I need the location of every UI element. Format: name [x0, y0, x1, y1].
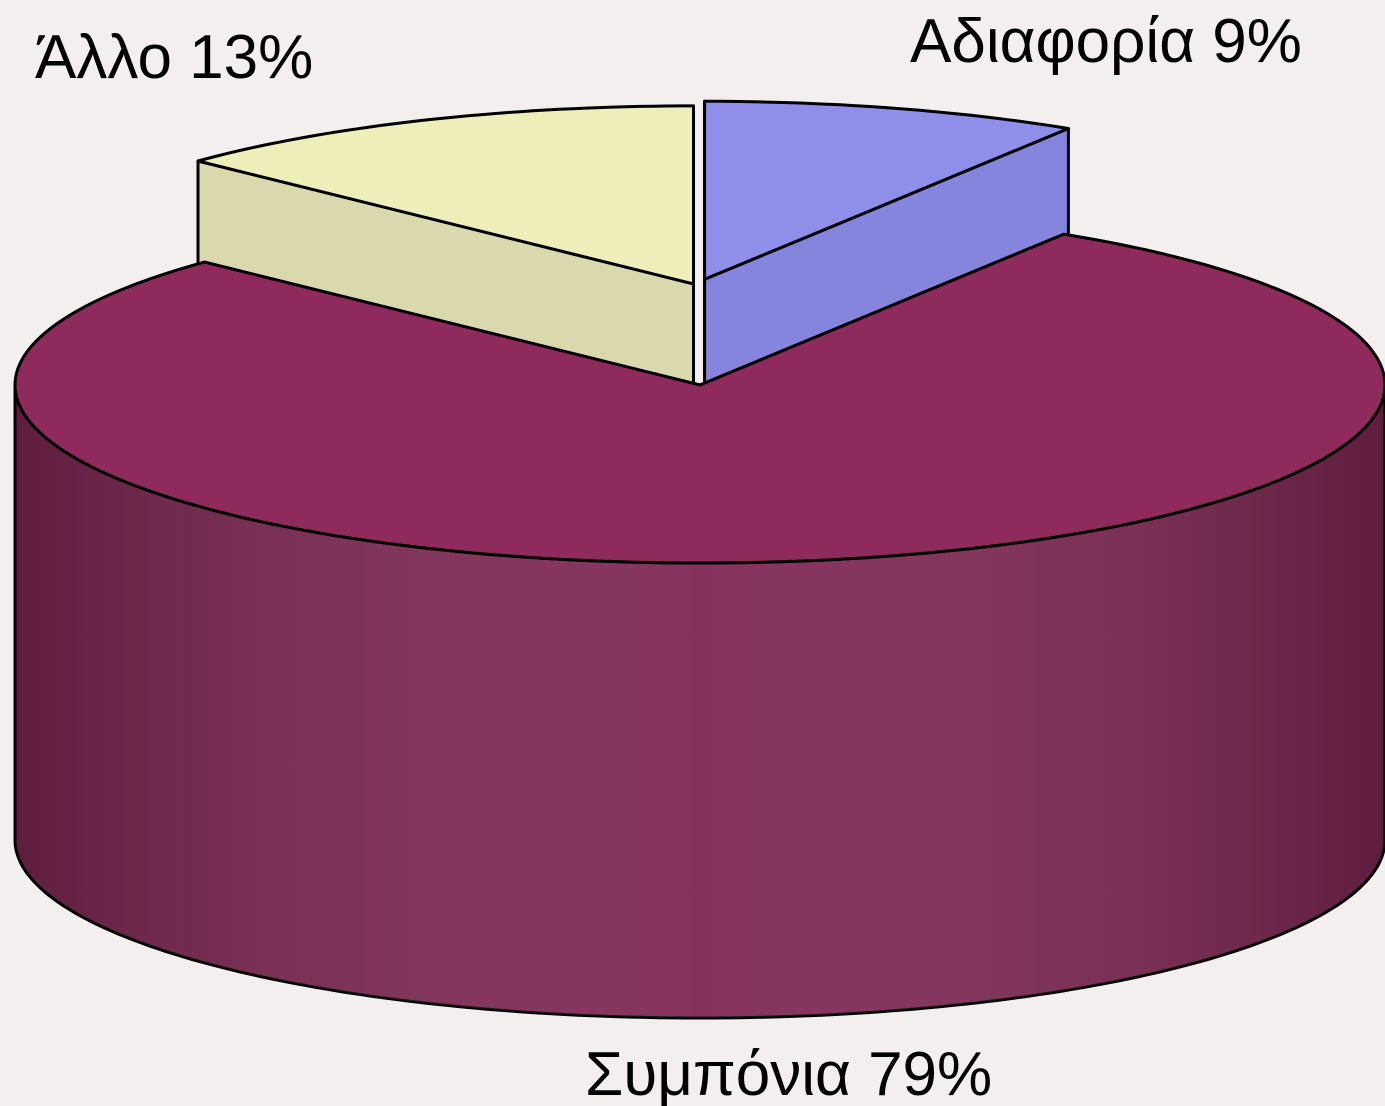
pie: [13, 99, 1385, 1020]
label-name: Συμπόνια: [585, 1040, 851, 1106]
slice: [13, 232, 1385, 1020]
slice-label: Αδιαφορία 9%: [910, 7, 1302, 76]
label-value: 79%: [868, 1040, 992, 1106]
label-name: Άλλο: [35, 23, 172, 92]
label-value: 9%: [1212, 7, 1302, 76]
slice-top: [196, 104, 695, 286]
slice-top: [703, 99, 1070, 281]
slice-label: Άλλο 13%: [35, 23, 313, 92]
label-name: Αδιαφορία: [910, 7, 1195, 76]
slice-side-shade: [15, 385, 1385, 1018]
slice-label: Συμπόνια 79%: [585, 1040, 992, 1106]
slice-top: [13, 232, 1385, 565]
label-value: 13%: [189, 23, 313, 92]
